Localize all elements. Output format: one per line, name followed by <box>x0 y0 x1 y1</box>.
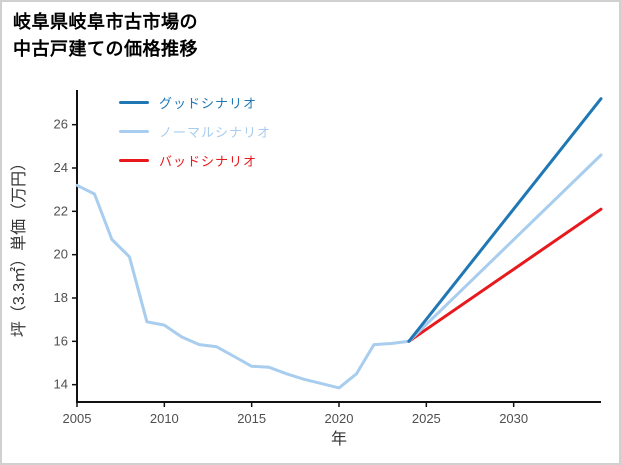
y-tick-label: 20 <box>54 247 68 262</box>
legend-item-0: グッドシナリオ <box>119 92 271 112</box>
legend-line-swatch <box>119 100 149 104</box>
y-tick-label: 18 <box>54 290 68 305</box>
x-axis-label: 年 <box>331 430 347 448</box>
series-normal <box>407 153 603 343</box>
legend-item-2: バッドシナリオ <box>119 150 271 170</box>
series-good <box>407 97 603 343</box>
legend-label: バッドシナリオ <box>159 153 258 169</box>
series-bad <box>407 207 603 343</box>
legend-item-1: ノーマルシナリオ <box>119 121 271 141</box>
x-tick-label: 2030 <box>499 411 528 426</box>
legend-label: ノーマルシナリオ <box>159 124 272 140</box>
chart-title: 岐阜県岐阜市古市場の 中古戸建ての価格推移 <box>13 9 198 63</box>
x-tick-label: 2005 <box>63 411 92 426</box>
x-tick-label: 2020 <box>325 411 354 426</box>
y-tick-label: 26 <box>54 117 68 132</box>
legend-line-swatch <box>119 158 149 162</box>
y-tick-label: 14 <box>54 377 68 392</box>
y-tick-label: 24 <box>54 160 68 175</box>
y-tick-label: 16 <box>54 333 68 348</box>
series-history <box>75 183 411 390</box>
legend-label: グッドシナリオ <box>159 95 258 111</box>
legend-line-swatch <box>119 129 149 133</box>
chart-title-line1: 岐阜県岐阜市古市場の <box>13 12 198 32</box>
x-tick-label: 2015 <box>237 411 266 426</box>
x-tick-label: 2025 <box>412 411 441 426</box>
chart-title-line2: 中古戸建ての価格推移 <box>13 39 198 59</box>
x-tick-label: 2010 <box>150 411 179 426</box>
y-axis-label: 坪（3.3㎡）単価（万円） <box>10 155 28 337</box>
legend: グッドシナリオ ノーマルシナリオ バッドシナリオ <box>119 92 271 170</box>
y-tick-label: 22 <box>54 203 68 218</box>
